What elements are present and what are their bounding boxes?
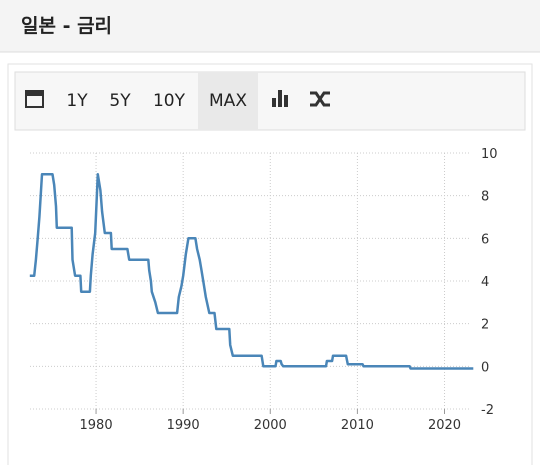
header-bar xyxy=(0,0,540,52)
x-tick-label: 1980 xyxy=(80,418,113,433)
y-tick-label: 10 xyxy=(481,147,498,162)
y-tick-label: -2 xyxy=(481,403,494,418)
calendar-icon[interactable] xyxy=(25,90,44,108)
y-tick-label: 6 xyxy=(481,232,489,247)
chart: -2 0 2 4 6 8 10 1980 1990 2000 2010 2020 xyxy=(29,147,498,433)
icon-bar xyxy=(272,98,276,107)
range-button[interactable]: 5Y xyxy=(109,91,131,111)
y-tick-label: 0 xyxy=(481,360,489,375)
y-tick-label: 4 xyxy=(481,275,489,290)
y-tick-label: 8 xyxy=(481,190,489,205)
card xyxy=(7,63,533,469)
icon-bar xyxy=(278,90,282,107)
page-title: 일본 - 금리 xyxy=(21,15,112,37)
x-tick-label: 2020 xyxy=(428,418,461,433)
calendar-face xyxy=(27,96,42,106)
range-button[interactable]: 1Y xyxy=(66,91,88,111)
data-line xyxy=(29,173,474,370)
active-button-bg xyxy=(198,72,258,130)
range-button[interactable]: 10Y xyxy=(153,91,186,111)
shuffle-icon[interactable] xyxy=(310,91,330,107)
range-button[interactable]: MAX xyxy=(209,91,247,111)
y-tick-label: 2 xyxy=(481,318,489,333)
bar-icon[interactable] xyxy=(272,90,288,107)
x-tick-label: 2000 xyxy=(254,418,287,433)
shuffle-arrows xyxy=(310,91,330,107)
icon-bar xyxy=(284,95,288,107)
x-tick-label: 1990 xyxy=(167,418,200,433)
toolbar xyxy=(14,71,526,131)
x-tick-label: 2010 xyxy=(341,418,374,433)
